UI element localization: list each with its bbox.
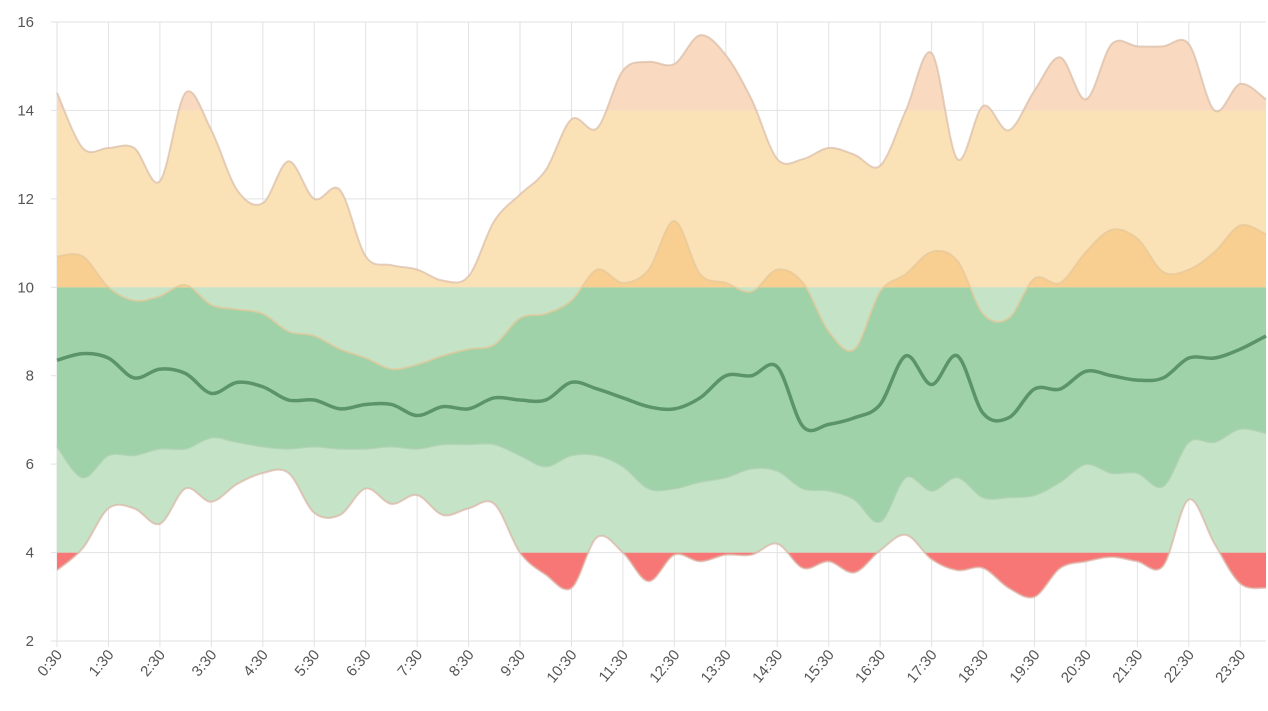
x-tick-label: 19:30 [1006,647,1043,687]
x-tick-label: 14:30 [749,647,786,687]
median-line [56,334,1267,433]
x-tick-label: 7:30 [394,647,426,680]
y-tick-label: 14 [17,102,34,119]
x-tick-label: 10:30 [543,647,580,687]
x-tick-label: 23:30 [1212,647,1249,687]
x-tick-label: 21:30 [1109,647,1146,687]
x-tick-label: 18:30 [955,647,992,687]
x-tick-label: 9:30 [497,647,529,680]
x-tick-label: 13:30 [698,647,735,687]
inner-band [57,220,1266,288]
band-edge-line [56,427,1267,523]
x-tick-label: 2:30 [137,647,169,680]
band-edge-line [56,34,1267,284]
x-tick-label: 17:30 [904,647,941,687]
outer-band [57,552,1266,598]
x-tick-label: 12:30 [646,647,683,687]
y-tick-label: 2 [26,633,34,650]
x-tick-label: 20:30 [1058,647,1095,687]
y-tick-label: 6 [26,456,34,473]
x-tick-label: 5:30 [292,647,324,680]
band-edge-line [56,468,1267,599]
y-tick-label: 16 [17,14,34,31]
inner-band [57,287,1266,522]
y-tick-label: 4 [26,545,34,562]
y-tick-label: 10 [17,279,34,296]
x-tick-label: 1:30 [86,647,118,680]
x-tick-label: 6:30 [343,647,375,680]
x-tick-label: 4:30 [240,647,272,680]
x-tick-label: 11:30 [596,647,632,686]
y-tick-label: 12 [17,191,34,208]
x-tick-label: 3:30 [189,647,221,680]
y-tick-label: 8 [26,368,34,385]
x-tick-label: 22:30 [1161,647,1198,687]
x-tick-label: 16:30 [852,647,889,687]
x-tick-label: 15:30 [801,647,838,687]
outer-band [57,35,1266,111]
band-edge-line [56,219,1267,371]
x-tick-label: 8:30 [446,647,478,680]
x-tick-label: 0:30 [34,647,66,680]
